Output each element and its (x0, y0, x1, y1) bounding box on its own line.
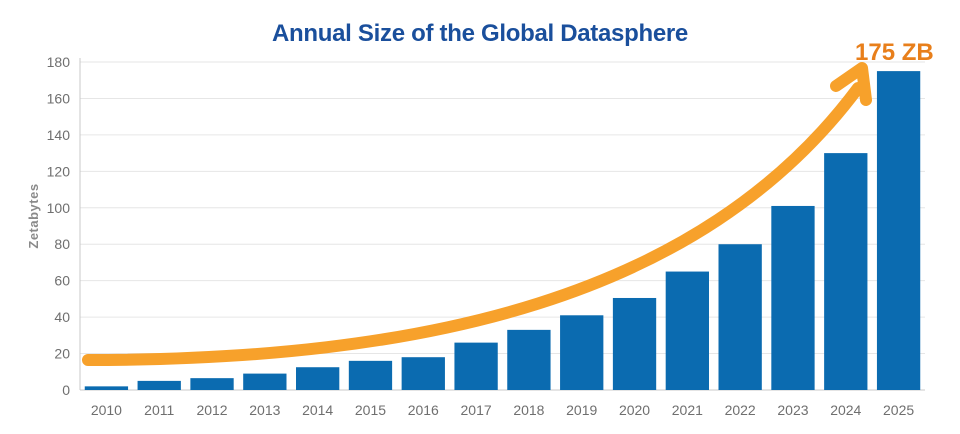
x-tick-label: 2013 (249, 402, 280, 418)
bar-2021 (665, 271, 709, 390)
y-tick-label: 120 (47, 163, 71, 179)
bar-2017 (454, 342, 498, 390)
y-tick-label: 40 (54, 309, 70, 325)
x-tick-label: 2020 (619, 402, 650, 418)
y-tick-label: 80 (54, 236, 70, 252)
x-tick-label: 2011 (144, 402, 174, 418)
y-tick-label: 140 (47, 127, 71, 143)
y-axis-label: Zetabytes (26, 183, 41, 248)
bar-2025 (876, 71, 921, 390)
y-tick-label: 100 (47, 200, 71, 216)
x-tick-label: 2021 (672, 402, 703, 418)
bar-2019 (560, 315, 604, 390)
x-axis-ticks: 2010 2011 2012 2013 2014 2015 2016 2017 2018 2019… (91, 402, 915, 418)
x-tick-label: 2012 (196, 402, 227, 418)
bar-2014 (296, 367, 340, 390)
bars (84, 71, 921, 390)
bar-2013 (243, 373, 287, 390)
x-tick-label: 2018 (513, 402, 544, 418)
bar-2020 (612, 297, 657, 390)
bar-2012 (190, 378, 234, 390)
bar-2022 (718, 244, 762, 390)
x-tick-label: 2016 (408, 402, 439, 418)
chart-title: Annual Size of the Global Datasphere (272, 20, 688, 47)
x-tick-label: 2015 (355, 402, 386, 418)
y-tick-label: 0 (62, 382, 70, 398)
x-tick-label: 2025 (883, 402, 914, 418)
y-tick-label: 180 (47, 54, 71, 70)
y-tick-label: 60 (54, 273, 70, 289)
growth-arrowhead (830, 62, 872, 106)
growth-arrow (82, 82, 864, 366)
y-tick-label: 160 (47, 90, 71, 106)
bar-2010 (84, 386, 129, 390)
bar-2016 (401, 357, 445, 390)
x-tick-label: 2023 (777, 402, 808, 418)
bar-2024 (824, 153, 868, 390)
x-tick-label: 2022 (725, 402, 756, 418)
x-tick-label: 2010 (91, 402, 122, 418)
bar-2023 (771, 205, 815, 390)
x-tick-label: 2024 (830, 402, 861, 418)
y-tick-label: 20 (54, 346, 70, 362)
x-tick-label: 2017 (461, 402, 492, 418)
bar-2018 (507, 329, 551, 390)
bar-2015 (348, 360, 393, 390)
x-tick-label: 2014 (302, 402, 333, 418)
y-axis-ticks: 0 20 40 60 80 100 120 140 160 180 (47, 54, 71, 398)
callout-label: 175 ZB (855, 39, 934, 66)
x-tick-label: 2019 (566, 402, 597, 418)
bar-2011 (137, 380, 181, 390)
